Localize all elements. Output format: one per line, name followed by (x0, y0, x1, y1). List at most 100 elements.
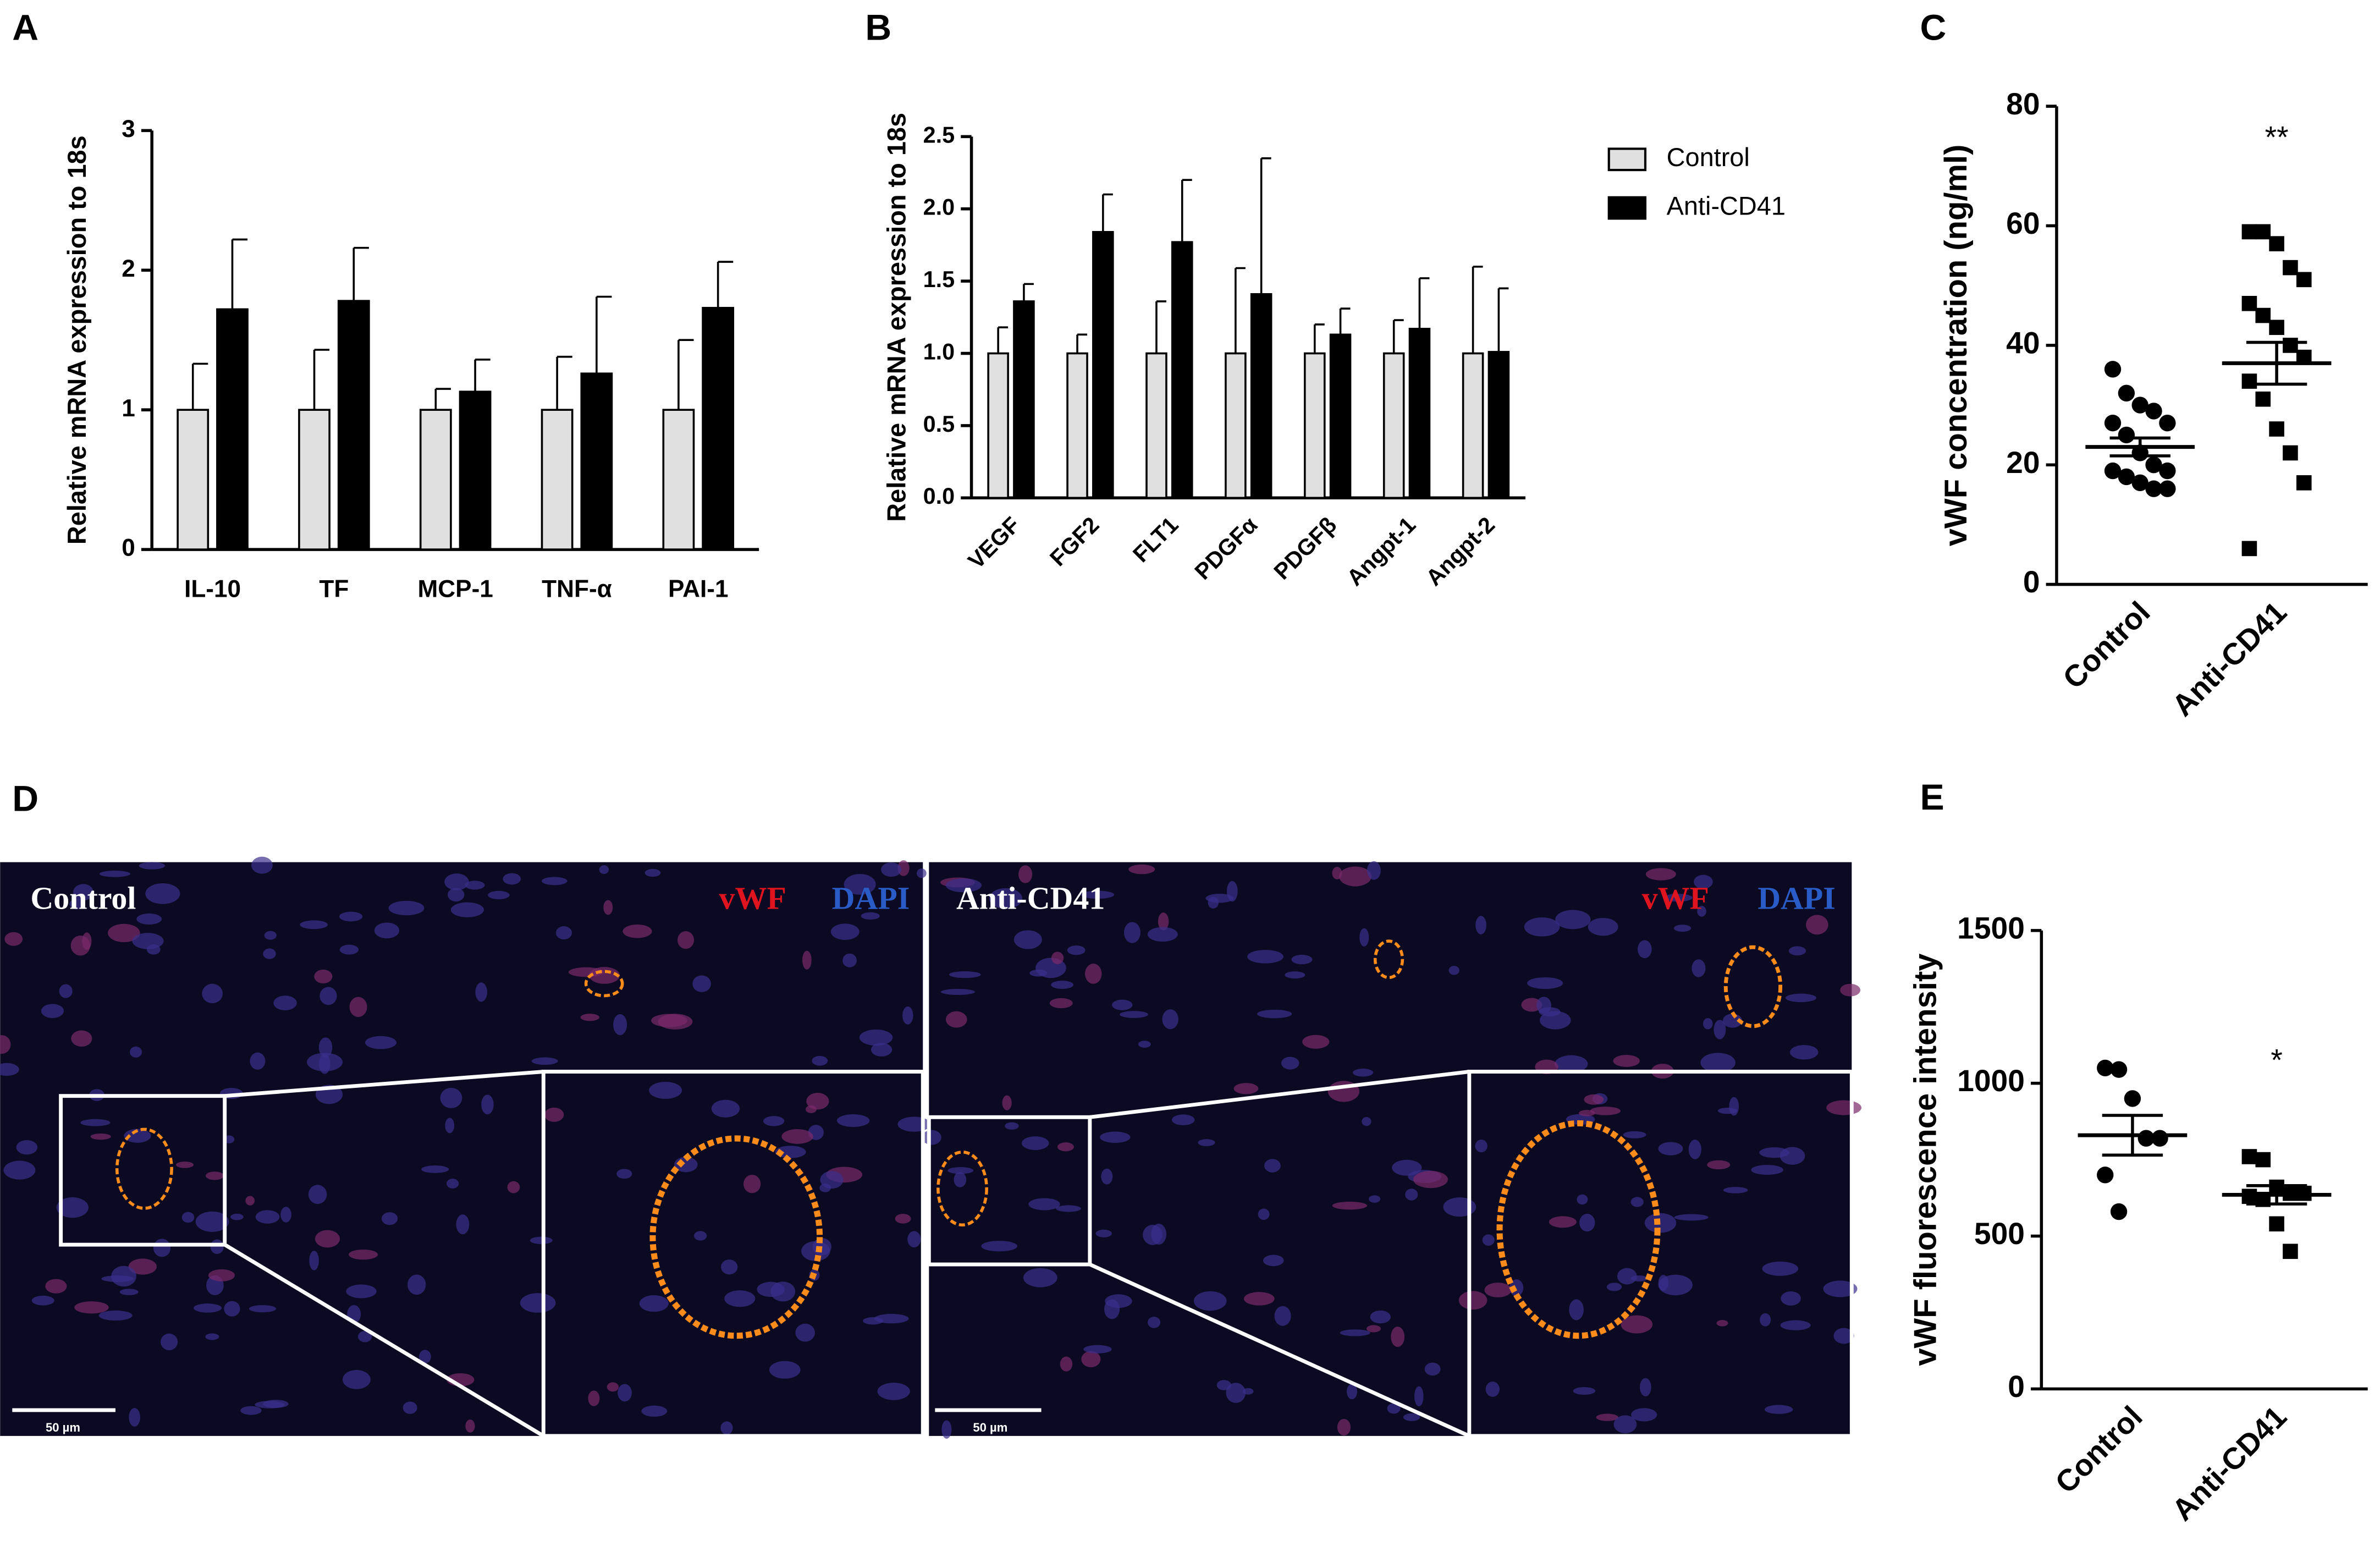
tissue-cell (1104, 1299, 1120, 1319)
tissue-cell (1475, 1140, 1488, 1153)
point (2131, 397, 2148, 414)
tissue-cell (1790, 1045, 1819, 1060)
tissue-cell (1414, 1386, 1424, 1407)
tissue-cell (1806, 915, 1828, 935)
bar (1488, 351, 1510, 499)
tissue-cell (1147, 927, 1178, 942)
vessel (936, 1151, 988, 1227)
tissue-cell (1623, 1131, 1646, 1138)
tissue-cell (580, 1014, 600, 1021)
tissue-cell (1424, 1362, 1441, 1376)
tissue-cell (249, 1305, 277, 1313)
tissue-cell (1101, 1168, 1113, 1185)
point (2159, 414, 2176, 432)
tissue-cell (1613, 1415, 1637, 1434)
tissue-cell (1714, 1020, 1726, 1039)
annotation: * (2271, 1043, 2282, 1077)
tissue-cell (1233, 1083, 1259, 1094)
tissue-cell (644, 868, 661, 877)
tissue-cell (1362, 1117, 1371, 1126)
tissue-cell (108, 923, 140, 943)
tissue-cell (245, 1196, 255, 1206)
point (2241, 373, 2257, 389)
tissue-cell (444, 873, 469, 890)
tissue-cell (531, 1057, 558, 1065)
tissue-cell (381, 1212, 398, 1225)
vessel (1373, 939, 1404, 980)
tissue-cell (263, 948, 276, 959)
tissue-cell (802, 950, 812, 970)
tissue-cell (1403, 1413, 1420, 1421)
tissue-cell (763, 1116, 785, 1126)
tissue-cell (1367, 861, 1381, 880)
tissue-cell (613, 1014, 627, 1036)
inset-frames (12, 1070, 1854, 1438)
x-tick-label: PDGFα (1190, 512, 1263, 585)
tissue-cell (255, 1210, 280, 1224)
tissue-cell (3, 1160, 36, 1180)
y-tick-label: 1500 (1957, 911, 2025, 945)
point (2110, 1061, 2128, 1078)
tissue-cell (194, 1303, 222, 1313)
bar (1462, 352, 1484, 499)
tissue-cell (230, 1213, 244, 1220)
tissue-cell (1285, 971, 1305, 979)
tissue-cell (153, 1239, 171, 1257)
tissue-cell (315, 1230, 340, 1248)
tissue-cell (806, 1093, 829, 1110)
tissue-cell (1095, 1229, 1112, 1237)
point (2269, 421, 2284, 437)
stain-label: DAPI (832, 881, 910, 916)
tissue-cell (195, 1211, 229, 1232)
y-tick-label: 0 (2008, 1369, 2025, 1404)
panel-label: A (12, 8, 38, 48)
tissue-cell (555, 926, 572, 940)
tissue-cell (1621, 1315, 1653, 1334)
x-tick-label: MCP-1 (418, 575, 493, 602)
tissue-cell (1171, 1114, 1195, 1125)
y-tick-label: 2 (122, 255, 135, 282)
tissue-cell (941, 988, 975, 995)
tissue-cell (1458, 1291, 1488, 1310)
tissue-cell (319, 987, 337, 1005)
tissue-cell (618, 1384, 632, 1402)
tissue-cell (124, 1129, 151, 1143)
panel-label: E (1920, 777, 1944, 818)
tissue-cell (694, 1231, 707, 1241)
scale-label: 50 µm (46, 1421, 80, 1434)
tissue-cell (208, 1269, 235, 1281)
x-tick-label: Anti-CD41 (2165, 1399, 2293, 1527)
tissue-cell (859, 1029, 893, 1046)
tissue-cell (1785, 993, 1816, 1003)
tissue-cell (1448, 966, 1459, 975)
tissue-cell (520, 1293, 556, 1313)
tissue-cell (421, 1165, 449, 1173)
point (2255, 391, 2271, 407)
tissue-cell (465, 881, 485, 890)
y-tick-label: 0 (2023, 565, 2040, 599)
tissue-cell (954, 1171, 967, 1187)
point (2159, 462, 2176, 480)
y-tick-label: 1000 (1957, 1064, 2025, 1098)
tissue-cell (1018, 865, 1033, 883)
tissue-cell (1527, 977, 1563, 989)
point (2104, 361, 2122, 378)
point (2283, 260, 2298, 276)
tissue-cell (139, 862, 166, 870)
tissue-cell (871, 1043, 892, 1057)
tissue-cell (1332, 867, 1342, 880)
tissue-cell (71, 1030, 92, 1047)
bar (337, 300, 370, 551)
tissue-cell (874, 1313, 909, 1324)
bar (1250, 293, 1272, 499)
tissue-cell (407, 1274, 426, 1295)
y-tick-label: 2.0 (923, 195, 955, 220)
bar (1303, 352, 1326, 499)
tissue-cell (1281, 1057, 1299, 1070)
tissue-cell (73, 884, 94, 901)
bar (1013, 300, 1035, 499)
tissue-cell (1788, 946, 1806, 956)
panel-label: C (1920, 8, 1947, 48)
tissue-cell (488, 890, 510, 900)
tissue-cell (181, 1212, 195, 1223)
